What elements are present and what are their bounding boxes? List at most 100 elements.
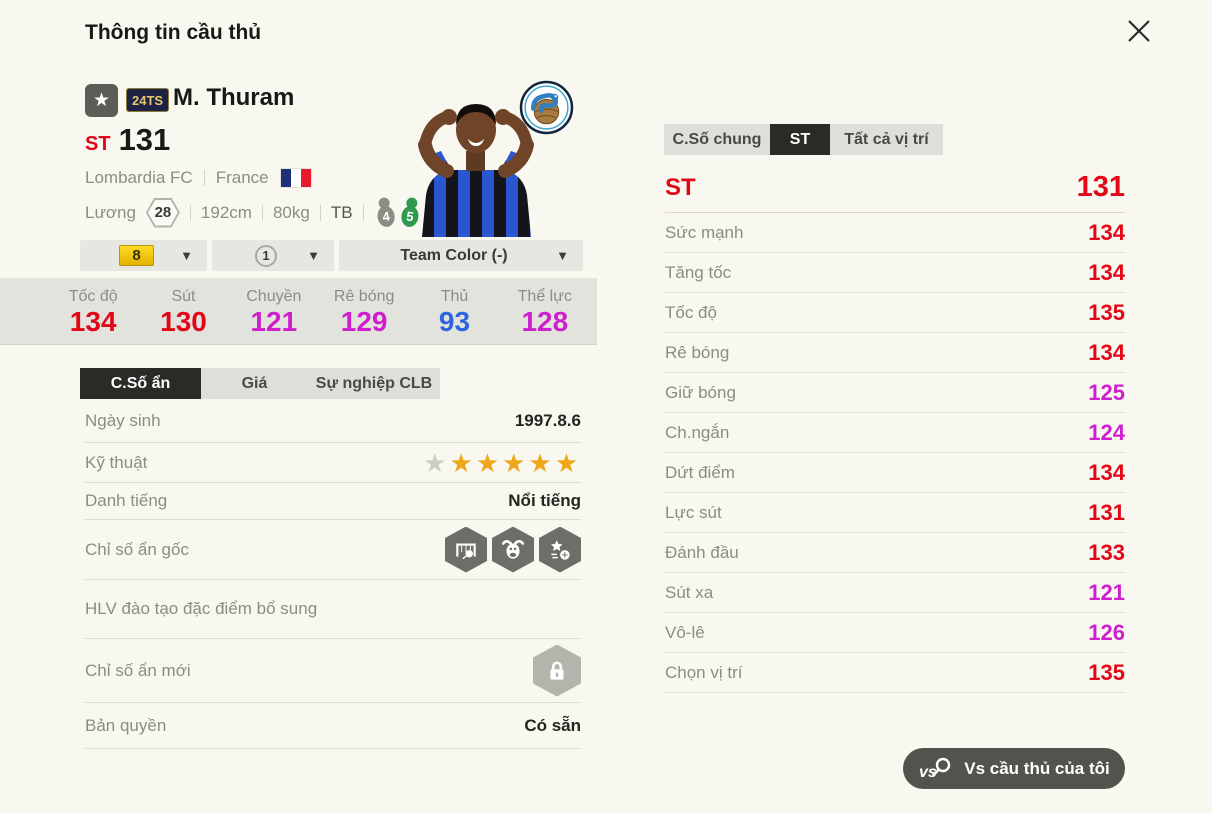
close-button[interactable] xyxy=(1120,12,1158,50)
stat-value: 133 xyxy=(1088,539,1125,565)
tab-gi-[interactable]: Giá xyxy=(201,368,308,399)
club-name: Lombardia FC xyxy=(85,168,193,187)
quick-stat: Tốc độ 134 xyxy=(48,278,138,344)
player-photo xyxy=(398,75,554,237)
quick-stat-label: Thủ xyxy=(440,288,469,305)
vs-button-label: Vs cầu thủ của tôi xyxy=(964,758,1110,778)
row-label: Bản quyền xyxy=(85,715,167,735)
tab-st[interactable]: ST xyxy=(770,124,830,155)
detail-row-hidden-new: Chỉ số ẩn mới xyxy=(85,639,581,703)
tab-s-nghi-p-clb[interactable]: Sự nghiệp CLB xyxy=(308,368,440,399)
grade-badge: 1 xyxy=(255,244,277,267)
stat-label: Sút xa xyxy=(665,582,714,602)
position-stat-header: ST 131 xyxy=(665,163,1125,213)
position-stat-row: Sức mạnh 134 xyxy=(665,213,1125,253)
close-icon xyxy=(1128,20,1150,42)
position-stat-row: Đánh đầu 133 xyxy=(665,533,1125,573)
team-color-value: Team Color (-) xyxy=(400,246,508,264)
vs-search-icon: vs xyxy=(919,757,951,781)
quick-stat-value: 129 xyxy=(340,306,388,337)
star-filled-icon: ★ xyxy=(502,447,529,478)
quick-stat: Sút 130 xyxy=(138,278,228,344)
foot-preference: TB xyxy=(330,202,353,222)
player-name: M. Thuram xyxy=(173,84,295,111)
salary-label: Lương xyxy=(85,202,136,222)
stat-label: Lực sút xyxy=(665,502,722,522)
stat-value: 126 xyxy=(1088,619,1125,645)
stat-value: 135 xyxy=(1088,659,1125,685)
player-weight: 80kg xyxy=(272,202,310,222)
divider xyxy=(362,204,364,221)
stat-label: Dứt điểm xyxy=(665,462,735,482)
star-empty-icon: ★ xyxy=(423,447,450,478)
row-label: Chỉ số ẩn mới xyxy=(85,660,191,680)
stat-value: 134 xyxy=(1088,339,1125,365)
lock-icon xyxy=(533,644,581,697)
tab-c-s-chung[interactable]: C.Số chung xyxy=(664,124,770,155)
divider xyxy=(319,204,321,221)
weak-foot-icon: 4 xyxy=(377,197,395,227)
stat-value: 131 xyxy=(1088,499,1125,525)
quick-stat-label: Sút xyxy=(171,288,196,305)
quick-stat: Thể lực 128 xyxy=(500,278,590,344)
stat-label: Giữ bóng xyxy=(665,382,736,402)
level-dropdown[interactable]: 8 ▼ xyxy=(80,240,207,271)
stat-value: 125 xyxy=(1088,379,1125,405)
stat-value: 121 xyxy=(1088,579,1125,605)
bull-trait-icon[interactable] xyxy=(492,526,534,573)
position-stat-row: Vô-lê 126 xyxy=(665,613,1125,653)
position-stat-row: Sút xa 121 xyxy=(665,573,1125,613)
level-badge: 8 xyxy=(119,245,154,266)
position-stat-row: Chọn vị trí 135 xyxy=(665,653,1125,693)
stat-value: 134 xyxy=(1088,259,1125,285)
page-title: Thông tin cầu thủ xyxy=(85,21,262,44)
svg-text:5: 5 xyxy=(405,209,414,225)
stat-label: Vô-lê xyxy=(665,622,705,642)
divider xyxy=(203,170,205,186)
row-value: Có sẵn xyxy=(524,715,581,735)
stat-value: 134 xyxy=(1088,459,1125,485)
grade-dropdown[interactable]: 1 ▼ xyxy=(212,240,334,271)
stat-label: Sức mạnh xyxy=(665,222,744,242)
position-label: ST xyxy=(665,173,696,201)
team-color-dropdown[interactable]: Team Color (-) ▼ xyxy=(339,240,583,271)
star-filled-icon: ★ xyxy=(475,447,503,478)
favorite-button[interactable]: ★ xyxy=(85,84,118,117)
svg-text:vs: vs xyxy=(919,764,937,781)
player-height: 192cm xyxy=(200,202,252,222)
technique-stars: ★★★★★★ xyxy=(423,450,581,476)
quick-stat-value: 121 xyxy=(250,306,298,337)
quick-stat-label: Thể lực xyxy=(517,288,572,305)
star-filled-icon: ★ xyxy=(449,447,476,478)
chevron-down-icon: ▼ xyxy=(556,248,569,263)
skill-star-trait-icon[interactable] xyxy=(539,526,581,573)
quick-stat-value: 130 xyxy=(160,306,207,337)
detail-row-hidden-origin: Chỉ số ẩn gốc xyxy=(85,520,581,580)
position-stat-row: Lực sút 131 xyxy=(665,493,1125,533)
tab-c-s-n[interactable]: C.Số ẩn xyxy=(80,368,201,399)
strong-foot-icon: 5 xyxy=(400,197,419,227)
player-position: ST xyxy=(85,133,111,155)
stat-label: Tốc độ xyxy=(665,302,717,322)
position-stat-row: Ch.ngắn 124 xyxy=(665,413,1125,453)
position-rating: 131 xyxy=(1076,171,1125,203)
position-stat-row: Rê bóng 134 xyxy=(665,333,1125,373)
position-stat-row: Giữ bóng 125 xyxy=(665,373,1125,413)
vs-my-player-button[interactable]: vs Vs cầu thủ của tôi xyxy=(903,748,1125,789)
player-overall: 131 xyxy=(118,122,171,157)
quick-stat-label: Tốc độ xyxy=(68,288,118,305)
hidden-stats-panel: Ngày sinh 1997.8.6 Kỹ thuật ★★★★★★ Danh … xyxy=(85,399,581,749)
tab-t-t-c-v-tr-[interactable]: Tất cả vị trí xyxy=(830,124,943,155)
quick-stat-value: 134 xyxy=(69,306,117,337)
quick-stat: Thủ 93 xyxy=(409,278,499,344)
row-value: 1997.8.6 xyxy=(514,410,581,430)
detail-row-technique: Kỹ thuật ★★★★★★ xyxy=(85,443,581,483)
quick-stat-label: Chuyền xyxy=(246,288,302,305)
star-filled-icon: ★ xyxy=(554,447,581,478)
row-label: HLV đào tạo đặc điểm bổ sung xyxy=(85,599,318,618)
stat-label: Rê bóng xyxy=(665,342,730,362)
detail-row-birth: Ngày sinh 1997.8.6 xyxy=(85,399,581,443)
stat-label: Ch.ngắn xyxy=(665,422,730,442)
goal-shot-trait-icon[interactable] xyxy=(445,526,487,573)
stat-value: 124 xyxy=(1088,419,1125,445)
